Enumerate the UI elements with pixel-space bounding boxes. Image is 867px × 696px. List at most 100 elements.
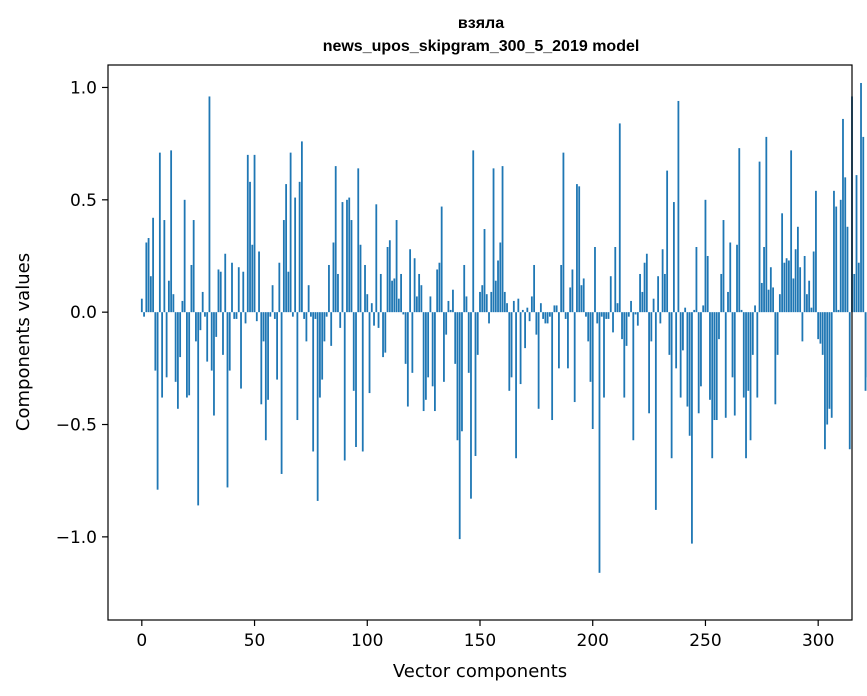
bar-8 <box>158 152 161 313</box>
bar-237 <box>675 312 678 369</box>
bar-98 <box>361 312 364 452</box>
bar-177 <box>539 303 542 313</box>
bar-279 <box>769 267 772 313</box>
bar-314 <box>848 312 851 450</box>
bar-267 <box>742 312 745 398</box>
bar-219 <box>634 312 637 315</box>
bar-249 <box>702 305 705 313</box>
bar-244 <box>691 312 693 544</box>
bar-194 <box>578 186 581 313</box>
bar-21 <box>188 312 191 396</box>
bar-39 <box>228 312 231 371</box>
bar-187 <box>562 152 565 313</box>
bar-175 <box>535 312 538 335</box>
bar-296 <box>808 280 811 313</box>
bar-147 <box>472 150 475 313</box>
bar-120 <box>411 312 414 373</box>
bar-313 <box>846 226 849 313</box>
bar-101 <box>368 312 371 394</box>
bar-24 <box>195 312 197 342</box>
bar-132 <box>438 262 441 313</box>
bars-group <box>140 82 867 573</box>
bar-284 <box>781 213 784 313</box>
bar-173 <box>530 296 533 313</box>
bar-287 <box>787 260 790 313</box>
bar-89 <box>341 202 344 313</box>
bar-275 <box>760 282 763 313</box>
bar-157 <box>494 280 497 313</box>
bar-45 <box>242 271 245 313</box>
bar-241 <box>684 307 687 313</box>
bar-94 <box>352 312 355 391</box>
bar-13 <box>170 150 173 313</box>
bar-95 <box>355 312 357 447</box>
bar-73 <box>305 312 308 342</box>
bar-226 <box>650 312 653 342</box>
bar-127 <box>427 312 430 378</box>
bar-203 <box>598 312 601 573</box>
bar-227 <box>652 298 655 313</box>
bar-294 <box>803 255 806 313</box>
bar-318 <box>857 262 860 313</box>
bar-35 <box>219 271 222 313</box>
bar-258 <box>722 220 725 313</box>
bar-259 <box>724 312 727 418</box>
bar-198 <box>587 312 590 342</box>
bar-6 <box>154 312 157 371</box>
bar-207 <box>607 312 610 319</box>
bar-169 <box>521 309 524 313</box>
bar-10 <box>163 220 166 313</box>
bar-224 <box>645 253 648 313</box>
bar-269 <box>747 312 750 391</box>
bar-205 <box>603 312 605 398</box>
bar-74 <box>307 285 310 313</box>
bar-133 <box>440 206 443 313</box>
chart-subtitle: news_upos_skipgram_300_5_2019 model <box>323 38 640 55</box>
x-tick-label: 50 <box>244 631 266 651</box>
bar-312 <box>844 177 847 313</box>
y-tick-label: 1.0 <box>70 78 97 98</box>
bar-56 <box>267 312 269 400</box>
bar-138 <box>452 289 454 313</box>
bar-88 <box>339 312 342 328</box>
bar-184 <box>555 305 558 313</box>
bar-115 <box>400 273 402 313</box>
bar-228 <box>654 312 657 510</box>
bar-26 <box>199 312 202 331</box>
bar-197 <box>585 312 587 317</box>
bar-87 <box>337 273 339 313</box>
bar-186 <box>560 264 563 313</box>
bar-213 <box>621 312 623 340</box>
bar-44 <box>240 312 242 389</box>
bar-211 <box>616 303 619 313</box>
bar-188 <box>564 312 567 319</box>
bar-282 <box>776 312 779 355</box>
bar-141 <box>458 312 461 540</box>
bar-165 <box>512 300 515 313</box>
bar-263 <box>733 312 736 416</box>
bar-247 <box>697 312 700 414</box>
plot-area-frame <box>107 64 853 621</box>
bar-254 <box>713 312 716 421</box>
x-tick-label: 300 <box>802 631 834 651</box>
bar-260 <box>727 291 729 313</box>
bar-130 <box>434 312 436 412</box>
bar-310 <box>839 199 842 313</box>
bar-231 <box>661 249 664 313</box>
bar-272 <box>754 305 756 313</box>
bar-146 <box>470 312 472 499</box>
bar-76 <box>312 312 315 452</box>
bar-104 <box>375 204 378 313</box>
bar-136 <box>447 300 450 313</box>
bar-148 <box>474 312 477 456</box>
bar-176 <box>537 312 540 409</box>
bar-183 <box>553 305 556 313</box>
bar-14 <box>172 294 175 313</box>
bar-111 <box>391 280 393 313</box>
bar-255 <box>715 312 718 421</box>
bar-266 <box>740 309 743 313</box>
x-tick-label: 150 <box>464 631 496 651</box>
bar-103 <box>373 312 375 326</box>
bar-31 <box>210 312 213 371</box>
